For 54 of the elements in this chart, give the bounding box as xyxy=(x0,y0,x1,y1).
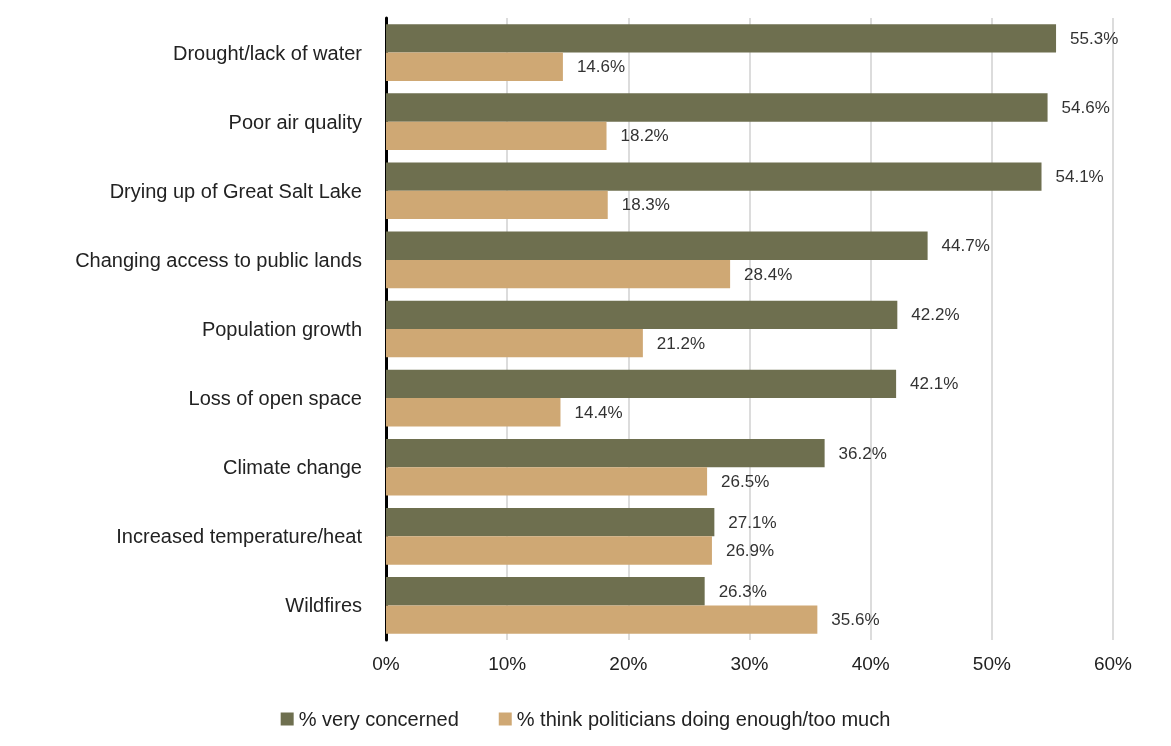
y-tick-label: Increased temperature/heat xyxy=(116,525,363,548)
bar xyxy=(386,121,607,150)
bar xyxy=(386,24,1057,53)
data-label: 35.6% xyxy=(831,610,880,630)
data-label: 42.1% xyxy=(910,374,959,394)
bar xyxy=(386,190,608,220)
bar xyxy=(386,52,563,81)
bar xyxy=(386,162,1042,191)
y-tick-label: Drying up of Great Salt Lake xyxy=(109,179,362,202)
x-tick-label: 20% xyxy=(609,653,648,674)
x-tick-label: 60% xyxy=(1093,653,1133,674)
y-tick-label: Climate change xyxy=(223,456,362,479)
data-label: 18.2% xyxy=(620,126,669,146)
x-tick-label: 10% xyxy=(488,653,527,674)
bar xyxy=(386,605,818,634)
data-label: 18.3% xyxy=(621,195,670,215)
data-label: 26.9% xyxy=(725,541,775,560)
x-tick-label: 40% xyxy=(851,653,890,674)
data-label: 14.4% xyxy=(574,402,623,422)
data-label: 26.5% xyxy=(721,471,770,491)
data-label: 55.3% xyxy=(1070,28,1119,48)
bar xyxy=(386,329,643,358)
data-label: 54.1% xyxy=(1055,167,1104,187)
data-label: 54.6% xyxy=(1061,98,1110,117)
bar xyxy=(386,577,705,606)
bar xyxy=(386,369,897,399)
bar xyxy=(386,300,898,329)
y-tick-label: Drought/lack of water xyxy=(173,41,363,64)
bar xyxy=(386,536,712,565)
y-tick-label: Loss of open space xyxy=(188,387,362,410)
data-label: 28.4% xyxy=(744,264,793,284)
bar xyxy=(386,93,1048,122)
data-label: 42.2% xyxy=(911,305,960,325)
x-tick-label: 0% xyxy=(372,653,400,674)
bar xyxy=(386,259,731,289)
y-tick-label: Changing access to public lands xyxy=(75,248,362,271)
bar xyxy=(386,398,561,427)
x-tick-label: 50% xyxy=(972,653,1011,674)
y-tick-label: Poor air quality xyxy=(228,110,362,133)
y-tick-label: Population growth xyxy=(201,318,362,340)
data-label: 44.7% xyxy=(941,236,990,256)
data-label: 21.2% xyxy=(656,333,706,353)
legend-label: % think politicians doing enough/too much xyxy=(516,708,891,730)
data-label: 26.3% xyxy=(718,581,767,601)
bar xyxy=(386,231,928,260)
legend-label: % very concerned xyxy=(298,708,459,730)
data-label: 14.6% xyxy=(576,57,626,77)
bar xyxy=(386,438,825,468)
x-tick-label: 30% xyxy=(730,653,769,674)
data-label: 27.1% xyxy=(728,512,777,532)
bar xyxy=(386,508,715,537)
y-tick-label: Wildfires xyxy=(285,594,362,617)
data-label: 36.2% xyxy=(838,443,887,463)
bar xyxy=(386,467,708,496)
